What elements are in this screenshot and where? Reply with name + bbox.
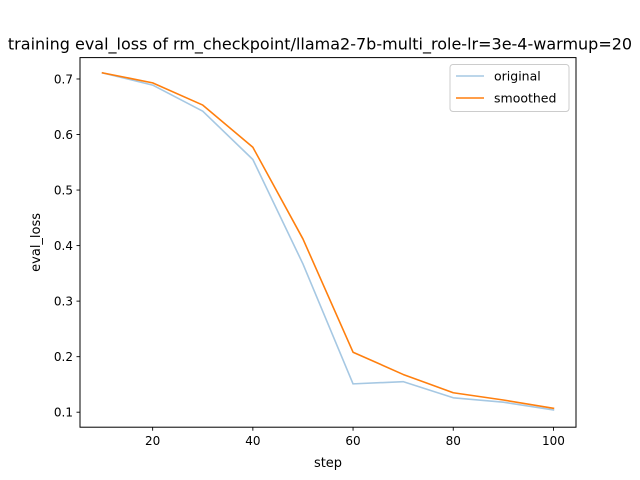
series-line-smoothed: [101, 71, 555, 410]
y-tick-label: 0.4: [54, 239, 73, 253]
y-axis-ticks: 0.1 0.2 0.3 0.4 0.5 0.6 0.7: [54, 72, 80, 420]
legend-label-smoothed: smoothed: [494, 91, 556, 106]
y-tick-label: 0.6: [54, 128, 73, 142]
x-axis-ticks: 20 40 60 80 100: [145, 427, 565, 448]
chart-title: training eval_loss of rm_checkpoint/llam…: [8, 35, 632, 55]
x-axis-label: step: [314, 456, 342, 471]
y-tick-label: 0.3: [54, 294, 73, 308]
y-tick-label: 0.2: [54, 350, 73, 364]
y-axis-label: eval_loss: [29, 213, 44, 272]
y-tick-label: 0.5: [54, 183, 73, 197]
y-tick-label: 0.7: [54, 72, 73, 86]
x-tick-label: 80: [446, 434, 461, 448]
legend: original smoothed: [449, 64, 570, 112]
x-tick-label: 20: [145, 434, 160, 448]
legend-label-original: original: [494, 69, 541, 84]
x-tick-label: 100: [542, 434, 565, 448]
plot-lines: [101, 71, 555, 411]
series-line-original: [101, 71, 555, 411]
x-tick-label: 60: [345, 434, 360, 448]
x-tick-label: 40: [245, 434, 260, 448]
y-tick-label: 0.1: [54, 406, 73, 420]
plot-frame: [79, 57, 577, 428]
